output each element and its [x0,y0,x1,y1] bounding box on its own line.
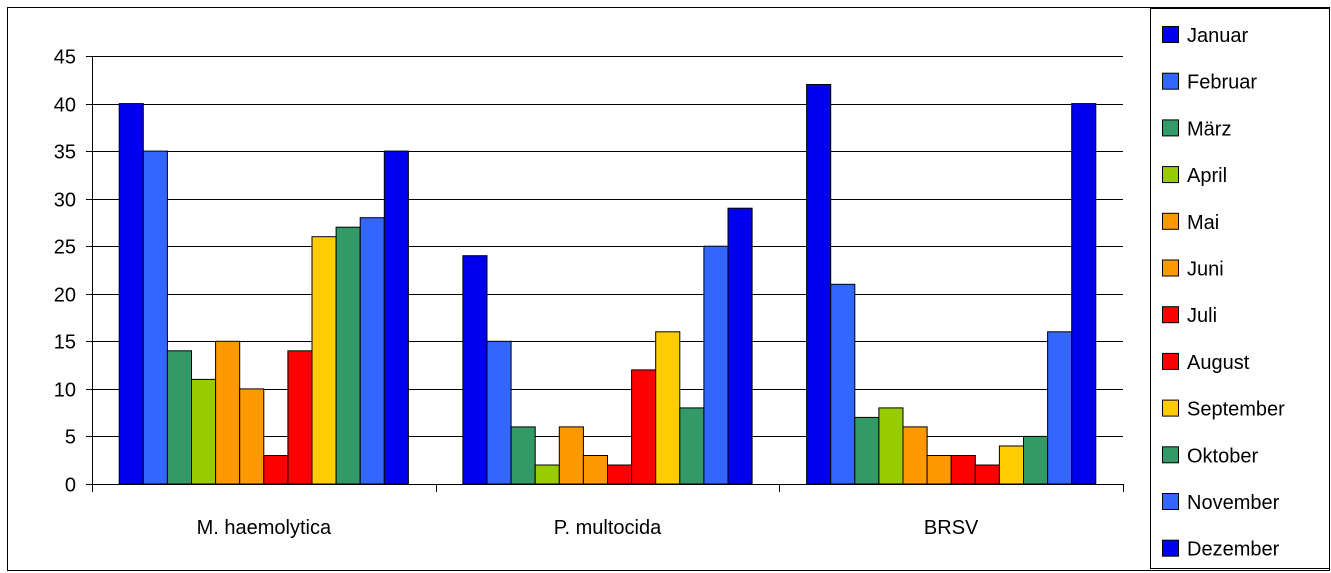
legend-label: März [1187,118,1231,140]
legend-swatch [1162,212,1179,230]
legend-swatch [1162,446,1179,464]
bar [215,340,241,485]
bar [1047,331,1073,485]
bar [383,150,409,485]
y-tick-label: 25 [54,237,76,259]
bar [806,84,832,485]
bar [1071,103,1097,485]
y-tick-label: 40 [54,95,76,117]
y-tick-label: 5 [65,427,76,449]
bar [998,445,1025,485]
legend-label: Februar [1187,72,1257,94]
y-tick-label: 35 [54,142,76,164]
legend-swatch [1162,493,1179,510]
y-tick-label: 10 [54,380,76,402]
legend-swatch [1162,399,1179,417]
bar [335,226,361,485]
bar [118,103,144,485]
bar [166,350,192,485]
bar [287,350,313,485]
legend-label: Januar [1187,25,1248,47]
bar [631,369,657,485]
legend-label: Dezember [1187,539,1280,561]
y-tick-labels: 0 5 10 15 20 25 30 35 40 45 [54,47,76,497]
legend-swatch [1162,119,1179,137]
bar [607,464,633,485]
bar [878,407,904,485]
x-tick-labels: M. haemolytica P. multocida BRSV [197,517,979,539]
legend-swatch [1162,306,1179,324]
bar [462,255,488,485]
bar [486,340,512,485]
y-tick-label: 20 [54,285,76,307]
legend-label: Juli [1187,305,1217,327]
bar [534,464,560,485]
legend-swatch [1162,72,1179,90]
legend-label: November [1187,492,1280,514]
legend-label: August [1187,352,1250,374]
bar [727,207,753,485]
x-tick-label: P. multocida [554,517,662,539]
bar [191,378,217,485]
bar [510,426,536,485]
bar [679,407,705,485]
bar [703,245,729,485]
legend-swatch [1162,259,1179,277]
bar [854,416,880,485]
bar [974,464,1000,485]
bar [359,217,385,485]
bar [1023,435,1049,485]
bar [311,236,337,485]
legend-swatch [1162,352,1179,370]
bar [950,455,976,485]
chart-frame [7,7,1330,571]
bar [263,455,289,485]
y-tick-label: 0 [65,475,76,497]
legend-swatch [1162,166,1179,184]
x-tick-label: BRSV [924,517,979,539]
bar [926,455,952,485]
bar [830,283,856,485]
y-tick-label: 30 [54,190,76,212]
bar [582,455,609,485]
bar [902,426,928,485]
legend-label: April [1187,165,1227,187]
legend-swatch [1162,26,1179,43]
y-tick-label: 15 [54,332,76,354]
x-tick-label: M. haemolytica [197,517,332,539]
legend: Januar Februar März April Mai Juni Juli August S… [1150,8,1330,569]
legend-label: Mai [1187,212,1219,234]
legend-box [1150,8,1330,569]
bar [239,388,265,485]
legend-label: Juni [1187,259,1224,281]
bar [142,150,168,485]
legend-label: Oktober [1187,445,1258,467]
bar [558,426,584,485]
y-tick-label: 45 [54,47,76,69]
bar [655,331,681,485]
axes [86,56,1124,492]
legend-swatch [1162,539,1179,557]
bars [118,84,1097,485]
legend-label: September [1187,399,1285,421]
